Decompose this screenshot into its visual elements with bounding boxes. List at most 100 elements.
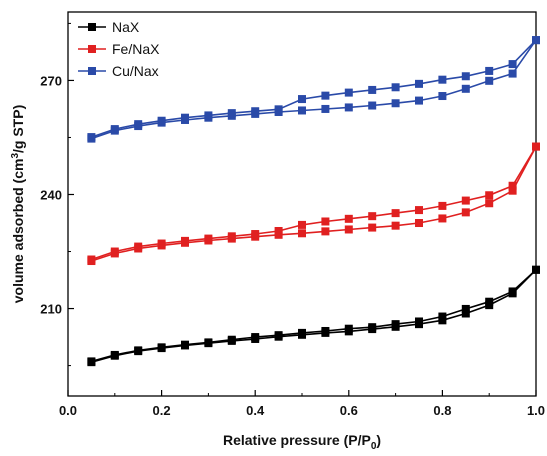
desorption-point — [157, 239, 166, 248]
desorption-point — [415, 206, 423, 215]
y-axis-title-tail: /g STP) — [10, 105, 26, 153]
adsorption-point — [344, 225, 353, 234]
desorption-point — [438, 312, 447, 321]
adsorption-point — [298, 229, 306, 238]
x-axis-title-main: Relative pressure (P/P — [223, 432, 371, 448]
desorption-point — [134, 242, 143, 251]
legend-label: Cu/Nax — [112, 63, 159, 79]
desorption-point — [251, 333, 260, 342]
desorption-point — [438, 201, 447, 210]
adsorption-point — [391, 99, 400, 108]
desorption-point — [461, 304, 470, 313]
legend-marker — [88, 67, 96, 75]
series-layer — [87, 36, 540, 367]
desorption-point — [368, 212, 377, 221]
desorption-point — [157, 343, 166, 352]
desorption-point — [344, 324, 353, 333]
y-axis-title-main: volume adsorbed (cm — [10, 159, 26, 304]
desorption-point — [227, 232, 236, 241]
desorption-point — [157, 116, 166, 125]
legend-item: NaX — [78, 19, 140, 35]
legend: NaX Fe/NaX Cu/Nax — [78, 19, 160, 79]
desorption-point — [204, 111, 213, 120]
desorption-point — [508, 287, 517, 296]
desorption-point — [415, 317, 423, 326]
desorption-point — [251, 230, 260, 239]
y-axis: 210 240 270 — [40, 22, 74, 367]
x-tick-label: 0.4 — [246, 403, 265, 418]
desorption-point — [110, 350, 119, 359]
x-axis-title-tail: ) — [376, 432, 381, 448]
desorption-point — [321, 326, 330, 335]
x-axis: 0.0 0.2 0.4 0.6 0.8 1.0 — [59, 390, 545, 418]
desorption-point — [485, 297, 494, 306]
x-tick-label: 0.6 — [340, 403, 358, 418]
desorption-point — [508, 60, 517, 69]
adsorption-point — [344, 103, 353, 112]
desorption-point — [485, 191, 494, 200]
y-tick-label: 240 — [40, 187, 62, 202]
x-tick-label: 0.8 — [433, 403, 451, 418]
desorption-point — [274, 226, 283, 235]
adsorption-point — [485, 76, 494, 85]
legend-marker — [88, 23, 96, 31]
legend-item: Cu/Nax — [78, 63, 159, 79]
desorption-point — [204, 338, 213, 347]
desorption-point — [461, 196, 470, 205]
desorption-point — [181, 340, 189, 349]
desorption-point — [87, 357, 96, 366]
desorption-point — [485, 66, 494, 75]
desorption-point — [181, 113, 189, 122]
desorption-point — [204, 234, 213, 243]
desorption-point — [274, 105, 283, 114]
x-tick-label: 0.0 — [59, 403, 77, 418]
adsorption-point — [438, 92, 447, 101]
adsorption-point — [298, 106, 306, 115]
desorption-point — [415, 79, 423, 88]
x-tick-label: 0.2 — [153, 403, 171, 418]
desorption-point — [298, 328, 306, 337]
desorption-point — [321, 217, 330, 226]
y-axis-title: volume adsorbed (cm3/g STP) — [10, 105, 26, 304]
desorption-point — [298, 220, 306, 229]
y-tick-label: 270 — [40, 73, 62, 88]
adsorption-point — [508, 186, 517, 195]
desorption-point — [438, 75, 447, 84]
adsorption-point — [368, 223, 377, 232]
adsorption-point — [415, 96, 423, 105]
adsorption-point — [461, 208, 470, 217]
legend-label: Fe/NaX — [112, 41, 160, 57]
adsorption-point — [461, 309, 470, 318]
desorption-point — [344, 88, 353, 97]
desorption-point — [134, 120, 143, 129]
desorption-point — [344, 214, 353, 223]
desorption-point — [110, 247, 119, 256]
adsorption-point — [391, 221, 400, 230]
series-fe-nax — [87, 142, 540, 266]
desorption-point — [391, 83, 400, 92]
desorption-point — [274, 331, 283, 340]
desorption-point — [227, 335, 236, 344]
adsorption-point — [321, 104, 330, 113]
desorption-point — [87, 133, 96, 142]
adsorption-point — [415, 219, 423, 228]
desorption-point — [321, 91, 330, 100]
desorption-point — [391, 209, 400, 218]
x-axis-title-subscript: 0 — [371, 441, 377, 452]
adsorption-point — [368, 101, 377, 110]
desorption-point — [461, 72, 470, 81]
adsorption-point — [438, 214, 447, 223]
desorption-point — [368, 85, 377, 94]
desorption-point — [251, 107, 260, 116]
series-nax — [87, 265, 540, 367]
desorption-point — [508, 181, 517, 190]
desorption-point — [110, 125, 119, 134]
series-cu-nax — [87, 36, 540, 143]
legend-label: NaX — [112, 19, 140, 35]
desorption-point — [227, 109, 236, 118]
legend-item: Fe/NaX — [78, 41, 160, 57]
desorption-point — [532, 142, 540, 151]
y-axis-title-superscript: 3 — [10, 153, 21, 159]
desorption-point — [181, 236, 189, 245]
